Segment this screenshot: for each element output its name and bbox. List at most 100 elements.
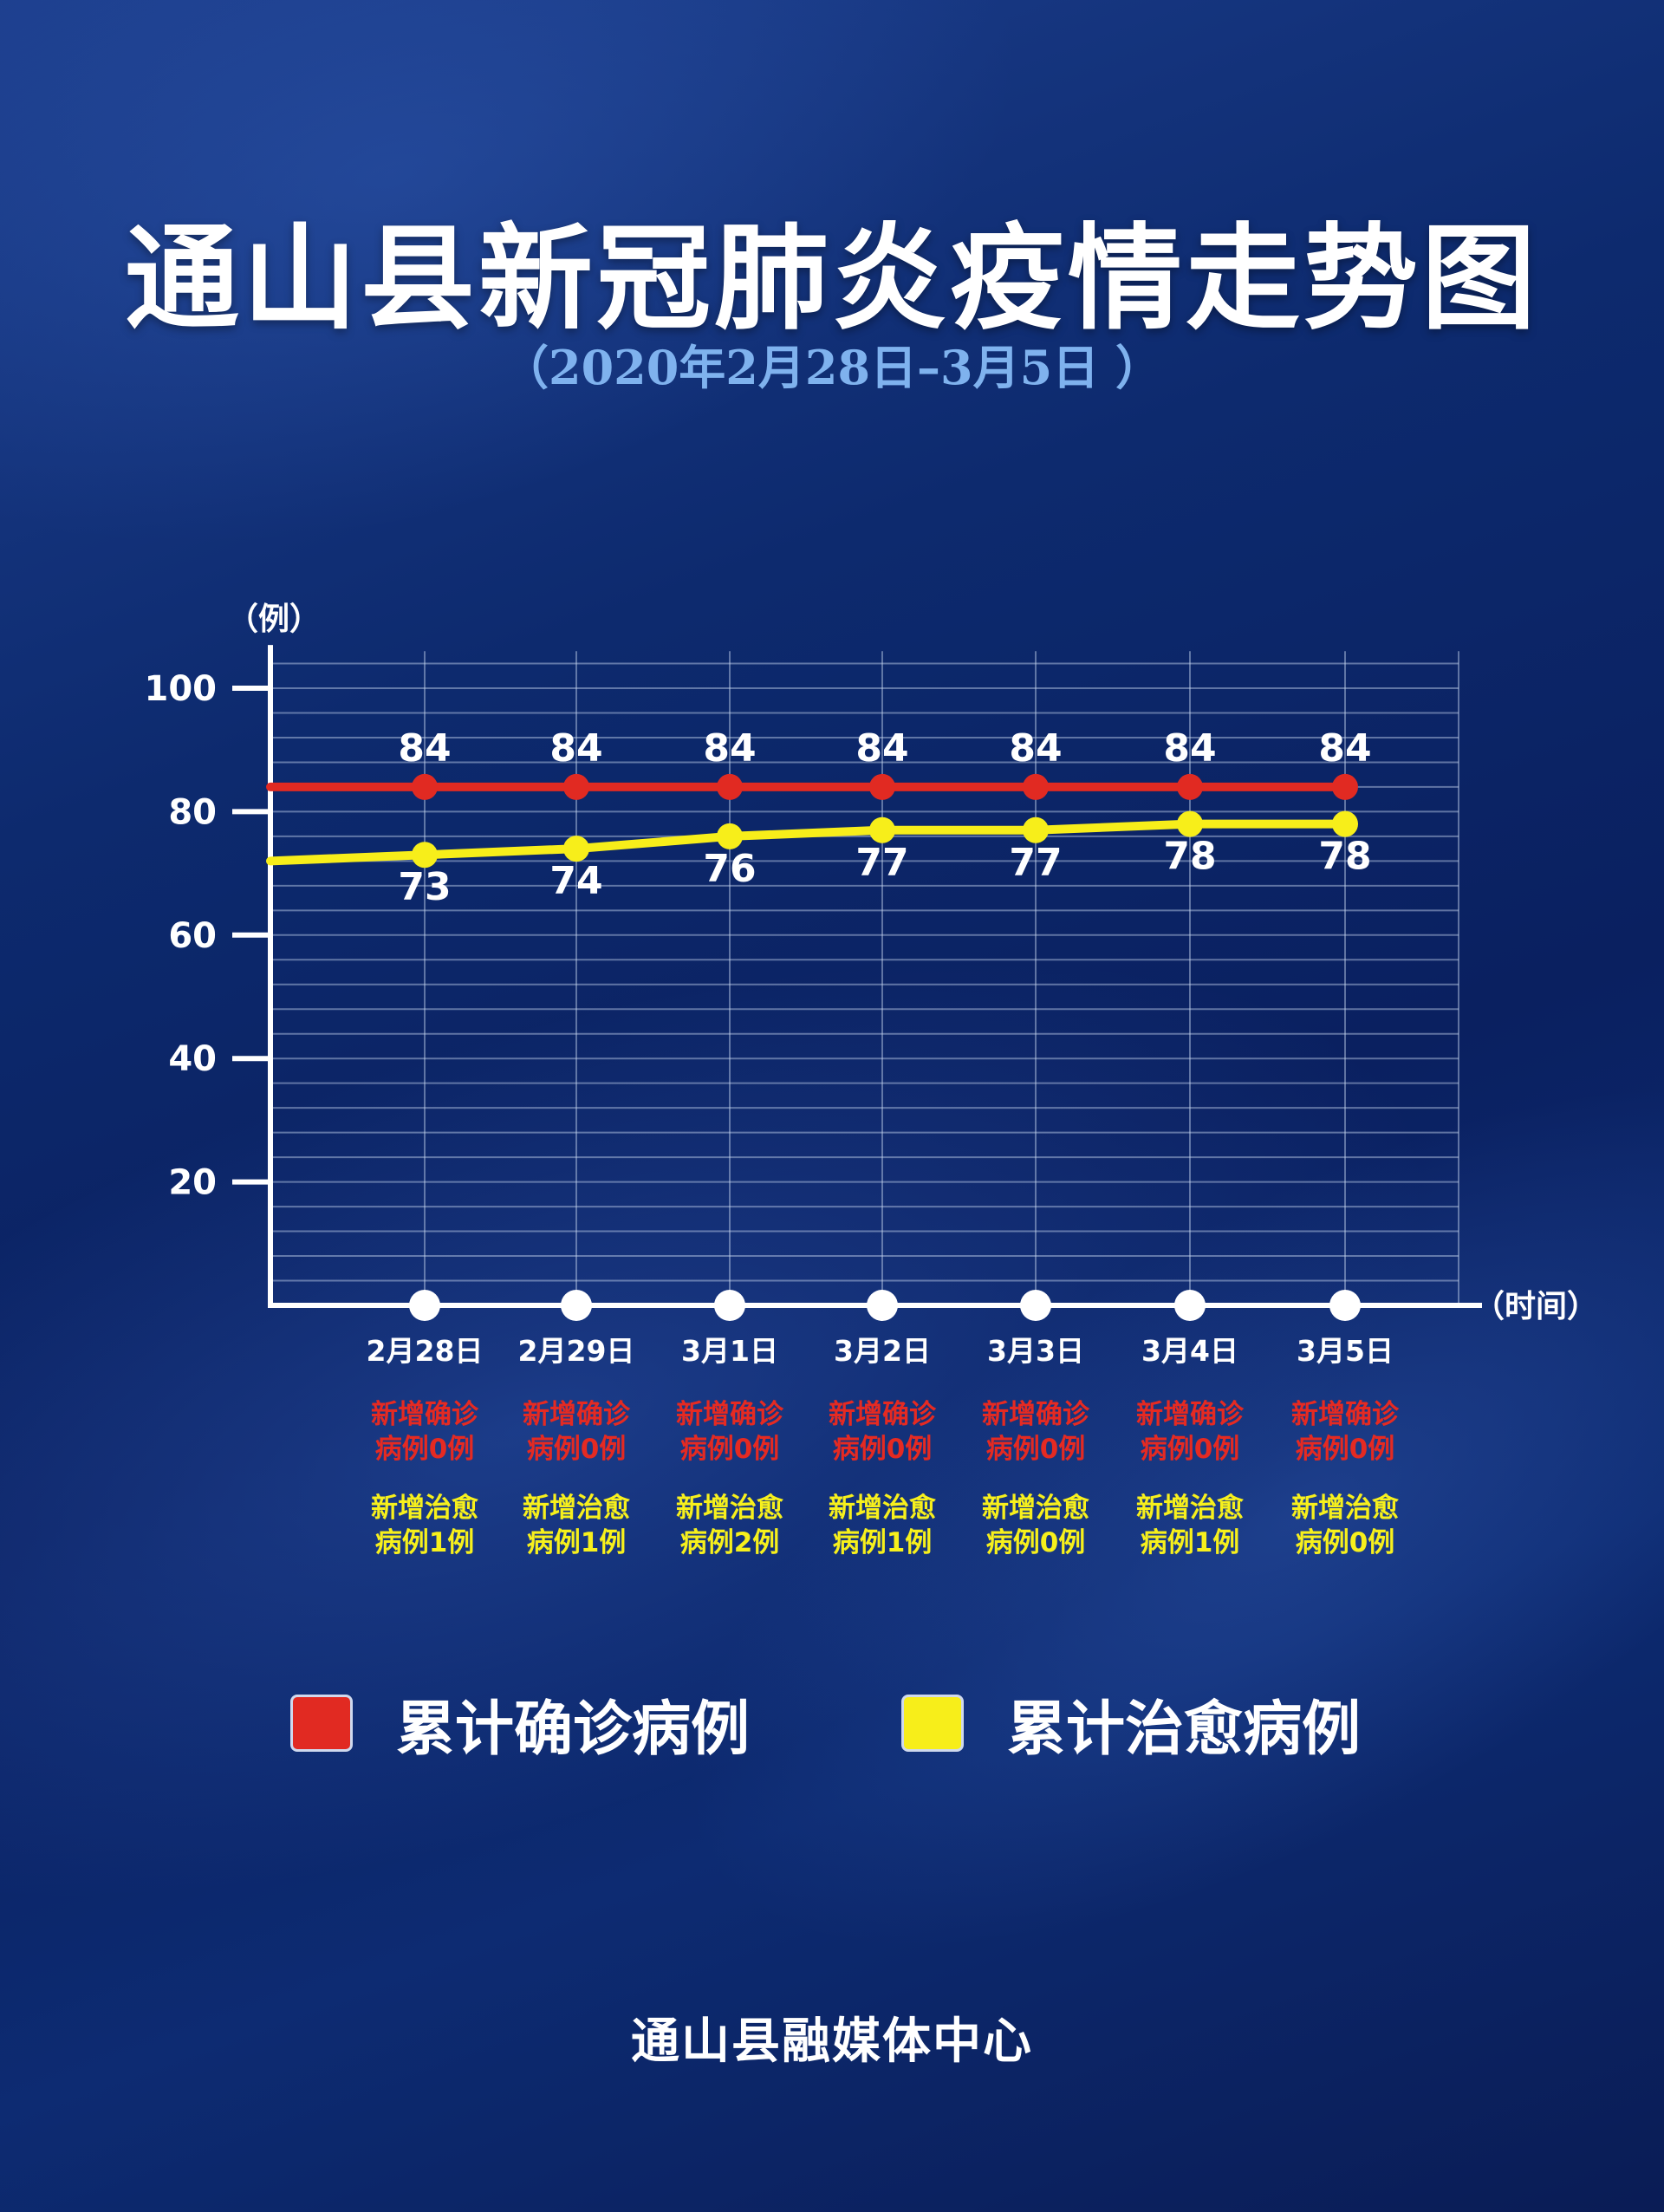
new-cured-label: 新增治愈: [371, 1493, 478, 1524]
point-cured: [412, 842, 438, 869]
daily-info: 新增确诊 病例0例 新增治愈 病例0例: [962, 1397, 1109, 1560]
new-confirmed-label: 新增确诊: [676, 1399, 783, 1430]
new-confirmed-count: 病例0例: [679, 1434, 780, 1465]
data-label-cured: 77: [855, 841, 908, 885]
new-cured-label: 新增治愈: [982, 1493, 1089, 1524]
publisher-footer: 通山县融媒体中心: [631, 2014, 1033, 2070]
data-label-confirmed: 84: [398, 726, 451, 771]
data-label-cured: 74: [549, 859, 602, 903]
x-category-marker: [409, 1290, 440, 1321]
y-tick-label: 60: [168, 916, 217, 956]
new-confirmed-label: 新增确诊: [982, 1399, 1089, 1430]
point-confirmed: [869, 773, 895, 800]
new-confirmed-count: 病例0例: [832, 1434, 933, 1465]
new-confirmed-count: 病例0例: [1295, 1434, 1395, 1465]
point-confirmed: [1023, 773, 1049, 800]
chart-marks: [409, 773, 1361, 1321]
y-axis-title: （例）: [227, 602, 321, 637]
data-label-cured: 76: [703, 847, 756, 891]
new-cured-label: 新增治愈: [676, 1493, 783, 1524]
y-tick-label: 100: [145, 669, 218, 709]
new-cured-count: 病例0例: [985, 1527, 1086, 1558]
data-label-confirmed: 84: [549, 726, 602, 771]
new-cured-count: 病例1例: [832, 1527, 933, 1558]
legend-swatch-confirmed: [290, 1695, 353, 1752]
data-label-confirmed: 84: [703, 726, 756, 771]
new-cured-count: 病例1例: [526, 1527, 627, 1558]
new-confirmed-count: 病例0例: [526, 1434, 627, 1465]
legend-label-cured: 累计治愈病例: [1007, 1694, 1362, 1764]
new-confirmed-label: 新增确诊: [829, 1399, 936, 1430]
data-label-cured: 78: [1163, 835, 1216, 879]
series-line-cured: [266, 819, 1349, 866]
new-confirmed-text: 新增确诊 病例0例: [962, 1397, 1109, 1467]
point-cured: [563, 836, 589, 862]
daily-info: 新增确诊 病例0例 新增治愈 病例1例: [503, 1397, 650, 1560]
point-confirmed: [717, 773, 743, 800]
new-confirmed-label: 新增确诊: [1136, 1399, 1244, 1430]
legend: 累计确诊病例 累计治愈病例: [0, 1688, 1664, 1764]
new-cured-count: 病例1例: [1140, 1527, 1240, 1558]
x-tick-label: 2月29日: [518, 1334, 635, 1368]
x-tick-label: 3月4日: [1141, 1334, 1238, 1368]
x-category-marker: [714, 1290, 745, 1321]
x-category-marker: [1020, 1290, 1051, 1321]
daily-info: 新增确诊病例0例新增治愈 病例1例: [809, 1397, 956, 1560]
new-cured-count: 病例2例: [679, 1527, 780, 1558]
daily-info: 新增确诊 病例0例 新增治愈 病例0例: [1271, 1397, 1419, 1560]
new-cured-text: 新增治愈 病例1例: [503, 1491, 650, 1560]
legend-item-cured: 累计治愈病例: [901, 1688, 1361, 1764]
new-confirmed-count: 病例0例: [374, 1434, 475, 1465]
new-cured-text: 新增治愈 病例2例: [656, 1491, 803, 1560]
x-tick-label: 3月3日: [987, 1334, 1084, 1368]
y-tick-label: 80: [168, 792, 217, 832]
new-cured-label: 新增治愈: [1291, 1493, 1399, 1524]
new-cured-label: 新增治愈: [523, 1493, 630, 1524]
legend-label-confirmed: 累计确诊病例: [396, 1694, 751, 1764]
point-cured: [1023, 816, 1049, 843]
new-cured-text: 新增治愈 病例1例: [809, 1491, 956, 1560]
new-cured-label: 新增治愈: [1136, 1493, 1244, 1524]
x-tick-label: 3月5日: [1297, 1334, 1394, 1368]
line-chart: 20 40 60 80 100 （例） （时间） 84 84 84 84 84 84 84 73 74 76 77…: [145, 602, 1599, 1368]
chart-texts: 20 40 60 80 100 （例） （时间） 84 84 84 84 84 84 84 73 74 76 77…: [145, 602, 1599, 1368]
x-tick-label: 3月2日: [834, 1334, 931, 1368]
new-confirmed-text: 新增确诊病例0例: [809, 1397, 956, 1467]
new-confirmed-text: 新增确诊病例0例: [1271, 1397, 1419, 1467]
daily-info: 新增确诊 病例0例 新增治愈 病例1例: [1116, 1397, 1264, 1560]
daily-info: 新增确诊 病例0例 新增治愈 病例1例: [351, 1397, 498, 1560]
point-cured: [1177, 810, 1203, 837]
new-cured-text: 新增治愈 病例0例: [962, 1491, 1109, 1560]
new-confirmed-text: 新增确诊 病例0例: [351, 1397, 498, 1467]
new-cured-count: 病例1例: [374, 1527, 475, 1558]
new-confirmed-text: 新增确诊病例0例: [656, 1397, 803, 1467]
new-confirmed-text: 新增确诊 病例0例: [1116, 1397, 1264, 1467]
chart-lines: [266, 782, 1349, 866]
point-confirmed: [1177, 773, 1203, 800]
data-label-confirmed: 84: [1163, 726, 1216, 771]
new-cured-text: 新增治愈 病例1例: [1116, 1491, 1264, 1560]
point-cured: [1332, 810, 1358, 837]
data-label-confirmed: 84: [855, 726, 908, 771]
point-cured: [717, 823, 743, 849]
x-axis-title: （时间）: [1473, 1289, 1598, 1324]
x-tick-label: 2月28日: [367, 1334, 484, 1368]
date-range-subtitle: （2020年2月28日–3月5日 ）: [502, 340, 1162, 395]
point-confirmed: [412, 773, 438, 800]
x-tick-label: 3月1日: [681, 1334, 778, 1368]
data-label-cured: 78: [1318, 835, 1371, 879]
new-confirmed-label: 新增确诊: [1291, 1399, 1399, 1430]
new-cured-text: 新增治愈 病例0例: [1271, 1491, 1419, 1560]
new-confirmed-text: 新增确诊 病例0例: [503, 1397, 650, 1467]
data-label-cured: 73: [398, 865, 451, 909]
y-tick-label: 20: [168, 1163, 217, 1203]
new-cured-text: 新增治愈 病例1例: [351, 1491, 498, 1560]
data-label-cured: 77: [1009, 841, 1062, 885]
legend-swatch-cured: [901, 1695, 964, 1752]
x-category-marker: [1329, 1290, 1361, 1321]
legend-item-confirmed: 累计确诊病例: [290, 1688, 750, 1764]
new-cured-label: 新增治愈: [829, 1493, 936, 1524]
data-label-confirmed: 84: [1318, 726, 1371, 771]
poster-title: 通山县新冠肺炎疫情走势图: [125, 211, 1539, 346]
